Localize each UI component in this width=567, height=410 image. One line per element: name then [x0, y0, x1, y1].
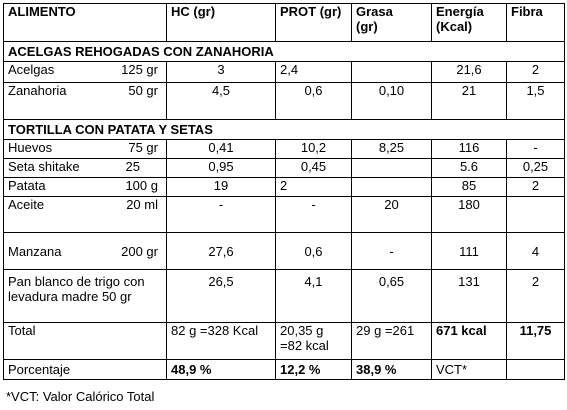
- hc-cell: 0,41: [166, 139, 276, 159]
- grasa-cell: [351, 61, 432, 83]
- food-name: Pan blanco de trigo con levadura madre 5…: [3, 269, 167, 323]
- total-hc: 82 g =328 Kcal: [166, 322, 276, 360]
- section-row-acelgas: ACELGAS REHOGADAS CON ZANAHORIA: [3, 41, 565, 62]
- table-row: Huevos 75 gr 0,41 10,2 8,25 116 -: [3, 139, 565, 159]
- food-cell: Zanahoria 50 gr: [3, 82, 167, 120]
- food-grams: 50 gr: [128, 83, 158, 98]
- grasa-cell: [351, 158, 432, 178]
- energia-cell: 180: [431, 196, 507, 233]
- header-energia: Energía (Kcal): [431, 3, 507, 42]
- food-name: Patata: [8, 178, 46, 193]
- food-grams: 125 gr: [121, 62, 158, 77]
- percentage-fibra: [506, 359, 565, 380]
- grasa-cell: -: [351, 232, 432, 270]
- food-cell: Patata 100 g: [3, 177, 167, 197]
- fibra-cell: 0,25: [506, 158, 565, 178]
- food-name: Aceite: [8, 197, 45, 212]
- table-row: Aceite 20 ml - - 20 180: [3, 196, 565, 233]
- food-name: Manzana: [8, 243, 62, 259]
- energia-cell: 131: [431, 269, 507, 323]
- percentage-prot: 12,2 %: [275, 359, 352, 380]
- prot-cell: 0,45: [275, 158, 352, 178]
- total-label: Total: [3, 322, 167, 360]
- food-name: Huevos: [8, 140, 53, 155]
- fibra-cell: 4: [506, 232, 565, 270]
- food-cell: Aceite 20 ml: [3, 196, 167, 233]
- food-cell: Huevos 75 gr: [3, 139, 167, 159]
- hc-cell: 26,5: [166, 269, 276, 323]
- hc-cell: -: [166, 196, 276, 233]
- header-row: ALIMENTO HC (gr) PROT (gr) Grasa (gr) En…: [3, 3, 565, 42]
- table-row: Pan blanco de trigo con levadura madre 5…: [3, 269, 565, 323]
- hc-cell: 0,95: [166, 158, 276, 178]
- total-fibra: 11,75: [506, 322, 565, 360]
- grasa-cell: 0,65: [351, 269, 432, 323]
- grasa-cell: [351, 177, 432, 197]
- prot-cell: 2: [275, 177, 352, 197]
- prot-cell: 2,4: [275, 61, 352, 83]
- food-cell: Manzana 200 gr: [3, 232, 167, 270]
- fibra-cell: 1,5: [506, 82, 565, 120]
- grasa-cell: 8,25: [351, 139, 432, 159]
- food-name: Zanahoria: [8, 83, 67, 98]
- food-cell: Seta shitake 25: [3, 158, 167, 178]
- header-hc: HC (gr): [166, 3, 276, 42]
- fibra-cell: -: [506, 139, 565, 159]
- food-grams: 20 ml: [126, 197, 158, 212]
- food-name: Acelgas: [8, 62, 55, 77]
- percentage-hc: 48,9 %: [166, 359, 276, 380]
- fibra-cell: 2: [506, 177, 565, 197]
- food-name: Seta shitake: [8, 159, 80, 174]
- food-grams: 200 gr: [121, 243, 158, 259]
- hc-cell: 4,5: [166, 82, 276, 120]
- header-fibra: Fibra: [506, 3, 565, 42]
- hc-cell: 19: [166, 177, 276, 197]
- prot-cell: 0,6: [275, 82, 352, 120]
- food-grams: 25: [125, 159, 140, 174]
- table-row: Acelgas 125 gr 3 2,4 21,6 2: [3, 61, 565, 83]
- fibra-cell: [506, 196, 565, 233]
- energia-cell: 21,6: [431, 61, 507, 83]
- energia-cell: 111: [431, 232, 507, 270]
- table-row: Manzana 200 gr 27,6 0,6 - 111 4: [3, 232, 565, 270]
- percentage-label: Porcentaje: [3, 359, 167, 380]
- table-row: Seta shitake 25 0,95 0,45 5.6 0,25: [3, 158, 565, 178]
- total-row: Total 82 g =328 Kcal 20,35 g =82 kcal 29…: [3, 322, 565, 360]
- grasa-cell: 20: [351, 196, 432, 233]
- prot-cell: 4,1: [275, 269, 352, 323]
- header-alimento: ALIMENTO: [3, 3, 167, 42]
- food-grams: 100 g: [125, 178, 158, 193]
- energia-cell: 5.6: [431, 158, 507, 178]
- total-energia: 671 kcal: [431, 322, 507, 360]
- food-grams: 75 gr: [128, 140, 158, 155]
- table-row: Patata 100 g 19 2 85 2: [3, 177, 565, 197]
- fibra-cell: 2: [506, 269, 565, 323]
- prot-cell: 0,6: [275, 232, 352, 270]
- energia-cell: 21: [431, 82, 507, 120]
- section-title-acelgas: ACELGAS REHOGADAS CON ZANAHORIA: [3, 41, 565, 62]
- total-prot: 20,35 g =82 kcal: [275, 322, 352, 360]
- energia-cell: 85: [431, 177, 507, 197]
- energia-cell: 116: [431, 139, 507, 159]
- percentage-grasa: 38,9 %: [351, 359, 432, 380]
- fibra-cell: 2: [506, 61, 565, 83]
- food-cell: Acelgas 125 gr: [3, 61, 167, 83]
- table-row: Zanahoria 50 gr 4,5 0,6 0,10 21 1,5: [3, 82, 565, 120]
- hc-cell: 3: [166, 61, 276, 83]
- prot-cell: 10,2: [275, 139, 352, 159]
- hc-cell: 27,6: [166, 232, 276, 270]
- section-row-tortilla: TORTILLA CON PATATA Y SETAS: [3, 119, 565, 140]
- grasa-cell: 0,10: [351, 82, 432, 120]
- header-prot: PROT (gr): [275, 3, 352, 42]
- percentage-energia: VCT*: [431, 359, 507, 380]
- total-grasa: 29 g =261: [351, 322, 432, 360]
- prot-cell: -: [275, 196, 352, 233]
- percentage-row: Porcentaje 48,9 % 12,2 % 38,9 % VCT*: [3, 359, 565, 380]
- header-grasa: Grasa (gr): [351, 3, 432, 42]
- footnote: *VCT: Valor Calórico Total: [6, 389, 155, 404]
- nutrition-table: ALIMENTO HC (gr) PROT (gr) Grasa (gr) En…: [3, 3, 565, 380]
- section-title-tortilla: TORTILLA CON PATATA Y SETAS: [3, 119, 565, 140]
